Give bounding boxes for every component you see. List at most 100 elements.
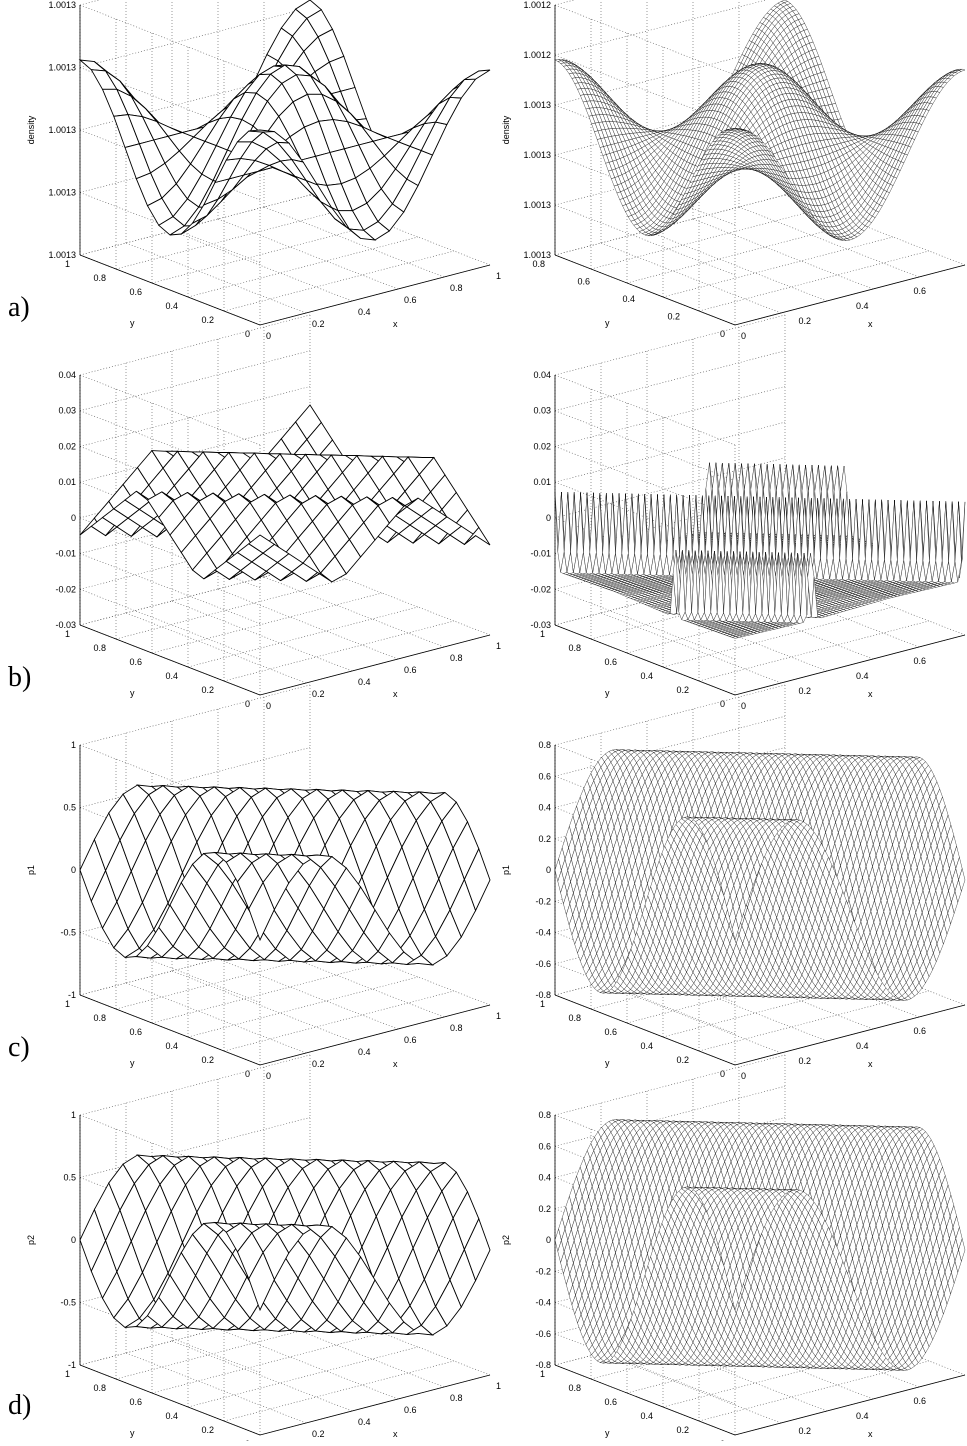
z-tick-label: 1.0013 [523, 100, 551, 110]
x-tick-label: 0.4 [856, 1041, 869, 1051]
y-tick-label: 0.4 [165, 671, 178, 681]
y-tick-label: 0.8 [568, 1383, 581, 1393]
y-tick-label: 0.2 [667, 312, 680, 322]
chart-4: -1-0.500.5100.20.40.60.8100.20.40.60.81x… [26, 685, 501, 1081]
x-tick-label: 0 [741, 701, 746, 711]
y-tick-label: 0.8 [568, 643, 581, 653]
z-tick-label: 1.0013 [48, 0, 76, 10]
z-tick-label: -0.5 [60, 928, 76, 938]
y-tick-label: 0.6 [604, 1027, 617, 1037]
z-tick-label: -0.4 [535, 928, 551, 938]
x-tick-label: 1 [496, 1011, 501, 1021]
chart-2: -0.03-0.02-0.0100.010.020.030.0400.20.40… [55, 315, 501, 711]
z-tick-label: 1.0013 [48, 63, 76, 73]
z-tick-label: -0.2 [535, 896, 551, 906]
x-tick-label: 0.2 [312, 1429, 325, 1439]
y-axis-label: y [130, 1428, 135, 1438]
y-tick-label: 0 [720, 699, 725, 709]
z-tick-label: 0.6 [538, 1141, 551, 1151]
z-axis-label: density [26, 115, 36, 144]
x-tick-label: 0.6 [914, 1396, 927, 1406]
y-tick-label: 0.2 [676, 1055, 689, 1065]
x-tick-label: 0 [741, 331, 746, 341]
x-tick-label: 1 [496, 1381, 501, 1391]
z-axis-label: p1 [26, 865, 36, 875]
z-tick-label: 1.0013 [523, 200, 551, 210]
x-axis-label: x [393, 1429, 398, 1439]
surface-mesh-4 [80, 785, 490, 965]
y-tick-label: 0.6 [129, 657, 142, 667]
x-tick-label: 0.2 [799, 316, 812, 326]
z-tick-label: -0.01 [530, 549, 551, 559]
y-tick-label: 1 [540, 1369, 545, 1379]
x-tick-label: 0.8 [450, 1023, 463, 1033]
y-axis-label: y [130, 688, 135, 698]
z-tick-label: 0.5 [63, 803, 76, 813]
y-tick-label: 0.6 [604, 657, 617, 667]
z-tick-label: -0.02 [530, 584, 551, 594]
x-tick-label: 0.2 [312, 689, 325, 699]
z-tick-label: 0 [71, 865, 76, 875]
x-tick-label: 0 [741, 1071, 746, 1081]
x-tick-label: 1 [496, 271, 501, 281]
chart-0: 1.00131.00131.00131.00131.001300.20.40.6… [26, 0, 501, 341]
z-axis-label: p2 [26, 1235, 36, 1245]
y-tick-label: 0.6 [129, 1027, 142, 1037]
x-tick-label: 0.4 [358, 307, 371, 317]
x-tick-label: 0.2 [799, 1426, 812, 1436]
x-axis-label: x [393, 689, 398, 699]
z-tick-label: 1.0013 [48, 250, 76, 260]
z-tick-label: 0.03 [58, 406, 76, 416]
x-tick-label: 0.4 [358, 1417, 371, 1427]
y-tick-label: 0 [245, 699, 250, 709]
x-tick-label: 0.4 [856, 301, 869, 311]
x-tick-label: 0.8 [450, 653, 463, 663]
y-axis-label: y [130, 1058, 135, 1068]
x-tick-label: 0.4 [358, 1047, 371, 1057]
z-tick-label: 0.6 [538, 771, 551, 781]
panel-label-c: c) [8, 1032, 30, 1064]
x-tick-label: 0.6 [404, 295, 417, 305]
x-tick-label: 0.6 [914, 1026, 927, 1036]
y-tick-label: 1 [65, 259, 70, 269]
x-tick-label: 0.4 [358, 677, 371, 687]
panel-label-b: b) [8, 662, 31, 694]
z-tick-label: -0.5 [60, 1298, 76, 1308]
surface-mesh-3 [555, 463, 965, 639]
surface-mesh-6 [80, 1155, 490, 1335]
z-tick-label: 0.8 [538, 740, 551, 750]
y-axis-label: y [605, 318, 610, 328]
x-tick-label: 0.2 [799, 686, 812, 696]
y-tick-label: 0.6 [577, 277, 590, 287]
z-tick-label: 0 [71, 513, 76, 523]
x-axis-label: x [868, 689, 873, 699]
z-tick-label: 0.01 [58, 477, 76, 487]
x-tick-label: 0.6 [404, 665, 417, 675]
x-tick-label: 0.4 [856, 1411, 869, 1421]
x-tick-label: 0.8 [450, 283, 463, 293]
z-axis-label: p2 [501, 1235, 511, 1245]
y-tick-label: 0.8 [93, 1013, 106, 1023]
y-tick-label: 1 [540, 999, 545, 1009]
chart-6: -1-0.500.5100.20.40.60.8100.20.40.60.81x… [26, 1055, 501, 1441]
x-axis-label: x [868, 319, 873, 329]
x-tick-label: 0.2 [312, 319, 325, 329]
y-tick-label: 0 [245, 329, 250, 339]
x-axis-label: x [868, 1429, 873, 1439]
y-tick-label: 0 [245, 1069, 250, 1079]
z-tick-label: 1.0012 [523, 50, 551, 60]
y-tick-label: 0.6 [129, 287, 142, 297]
x-tick-label: 0.4 [856, 671, 869, 681]
y-tick-label: 1 [65, 1369, 70, 1379]
z-tick-label: 0.2 [538, 1204, 551, 1214]
z-tick-label: 0.03 [533, 406, 551, 416]
x-tick-label: 0.8 [450, 1393, 463, 1403]
y-tick-label: 0.4 [640, 671, 653, 681]
x-tick-label: 0.6 [914, 656, 927, 666]
y-tick-label: 1 [65, 999, 70, 1009]
z-tick-label: 0.01 [533, 477, 551, 487]
y-tick-label: 0.4 [165, 1411, 178, 1421]
x-tick-label: 1 [496, 641, 501, 651]
y-tick-label: 0.8 [93, 1383, 106, 1393]
z-tick-label: 0.2 [538, 834, 551, 844]
